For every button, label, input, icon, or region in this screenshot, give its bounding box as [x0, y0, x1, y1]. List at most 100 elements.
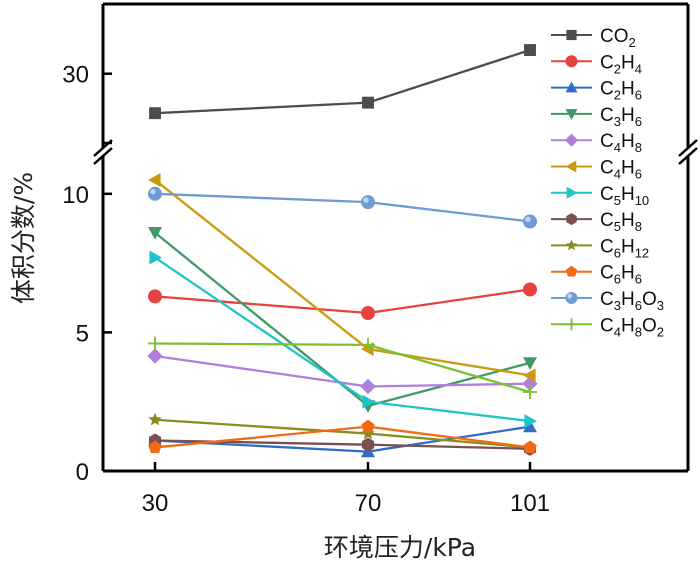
- legend-item: C4H8O2: [551, 315, 664, 339]
- marker-sphere-highlight: [567, 293, 573, 299]
- legend-label-text: C: [600, 210, 614, 231]
- legend-item: C2H6: [551, 79, 642, 103]
- marker-circle: [148, 289, 162, 304]
- legend-label-text: H: [621, 184, 635, 205]
- data-point: [523, 385, 537, 399]
- legend-item: C4H8: [551, 131, 642, 155]
- axis-break-mark: [678, 147, 698, 165]
- legend-label-subscript: 4: [614, 140, 621, 155]
- marker-star: [148, 412, 162, 426]
- legend-label-text: H: [621, 105, 635, 126]
- legend-label-subscript: 2: [614, 88, 621, 103]
- marker-triangle-left: [148, 172, 161, 187]
- series-c5h10: [149, 250, 537, 429]
- marker-triangle-right: [362, 394, 375, 409]
- legend: CO2C2H4C2H6C3H6C4H8C4H6C5H10C5H8C6H12C6H…: [551, 26, 664, 339]
- legend-label: C4H8O2: [600, 315, 664, 339]
- legend-label-text: C: [600, 26, 614, 47]
- legend-label-subscript: 6: [635, 114, 642, 129]
- marker-sphere: [361, 195, 375, 210]
- data-point: [148, 172, 161, 187]
- marker-triangle-left: [523, 368, 536, 383]
- legend-label-text: O: [642, 289, 657, 310]
- data-point: [361, 337, 375, 352]
- legend-label-text: H: [621, 79, 635, 100]
- data-point: [362, 96, 374, 109]
- legend-label-text: H: [621, 52, 635, 73]
- legend-marker: [566, 186, 578, 199]
- legend-label: C6H12: [600, 236, 649, 260]
- marker-triangle-up: [523, 419, 537, 433]
- series-c4h8: [147, 348, 538, 395]
- marker-circle: [565, 55, 578, 68]
- data-point: [523, 282, 537, 297]
- axis-break-mark: [93, 147, 113, 165]
- data-point: [148, 289, 162, 304]
- data-point: [523, 419, 537, 433]
- legend-label-text: C: [600, 184, 614, 205]
- legend-label-subscript: 3: [657, 298, 664, 313]
- data-point: [524, 414, 537, 429]
- marker-sphere: [148, 186, 162, 201]
- legend-marker: [565, 318, 578, 331]
- series-line: [154, 288, 531, 315]
- series-line: [154, 354, 531, 388]
- legend-label-text: H: [621, 131, 635, 152]
- axis-break-mark: [678, 139, 698, 157]
- legend-item: C3H6: [551, 105, 642, 129]
- axis-break-gap: [93, 148, 113, 156]
- marker-diamond: [147, 348, 163, 364]
- marker-star: [565, 239, 578, 251]
- legend-marker: [565, 160, 577, 173]
- legend-label-subscript: 8: [635, 219, 642, 234]
- legend-label-subscript: 4: [614, 324, 621, 339]
- legend-label-text: C: [600, 158, 614, 179]
- legend-label: C5H8: [600, 210, 642, 234]
- legend-marker: [565, 239, 578, 251]
- data-point: [149, 250, 162, 265]
- data-point: [148, 227, 162, 240]
- series-co2: [149, 44, 536, 120]
- legend-label-subscript: 3: [614, 298, 621, 313]
- legend-label-text: H: [621, 236, 635, 257]
- data-point: [360, 378, 376, 395]
- legend-item: C6H12: [551, 236, 649, 260]
- series-c6h6: [148, 419, 537, 454]
- marker-triangle-left: [565, 160, 577, 173]
- legend-label-subscript: 10: [635, 193, 649, 208]
- legend-marker: [565, 265, 578, 277]
- legend-item: C4H6: [551, 158, 642, 182]
- marker-triangle-right: [149, 250, 162, 265]
- legend-item: CO2: [551, 26, 636, 50]
- legend-label-text: C: [600, 263, 614, 284]
- legend-label-text: O: [614, 26, 629, 47]
- legend-label: CO2: [600, 26, 636, 50]
- data-point: [361, 195, 375, 210]
- y-tick-label: 30: [62, 62, 89, 89]
- marker-diamond: [564, 133, 579, 147]
- series-c4h8o2: [148, 336, 537, 399]
- legend-marker: [564, 133, 579, 147]
- data-point: [523, 440, 537, 454]
- legend-label-subscript: 6: [614, 272, 621, 287]
- data-point: [523, 357, 537, 370]
- legend-marker: [566, 213, 577, 226]
- marker-square: [566, 29, 577, 41]
- marker-square: [149, 107, 161, 120]
- legend-label-subscript: 6: [635, 167, 642, 182]
- marker-triangle-down: [565, 109, 578, 120]
- legend-label: C2H4: [600, 52, 642, 76]
- data-point: [148, 440, 162, 454]
- legend-label-text: O: [642, 315, 657, 336]
- data-point: [361, 426, 375, 440]
- marker-sphere: [523, 214, 537, 229]
- marker-sphere-highlight: [150, 188, 156, 195]
- legend-label-subscript: 8: [635, 324, 642, 339]
- marker-square: [524, 44, 536, 56]
- series-line: [154, 192, 531, 223]
- marker-sphere: [565, 292, 578, 304]
- data-point: [361, 437, 375, 452]
- series-c2h4: [148, 282, 537, 320]
- legend-label-subscript: 6: [635, 298, 642, 313]
- legend-label-text: C: [600, 289, 614, 310]
